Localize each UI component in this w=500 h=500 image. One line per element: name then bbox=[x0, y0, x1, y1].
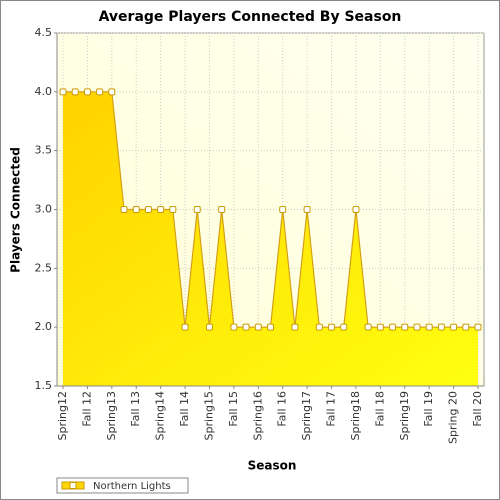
x-tick-label: Spring14 bbox=[154, 391, 167, 441]
marker bbox=[71, 88, 79, 96]
x-tick-label: Spring18 bbox=[349, 391, 362, 441]
x-tick-label: Spring16 bbox=[251, 391, 264, 441]
y-axis-title: Players Connected bbox=[9, 147, 23, 273]
marker bbox=[340, 323, 348, 331]
x-tick-label: Fall 15 bbox=[227, 391, 240, 427]
x-tick-label: Spring19 bbox=[398, 391, 411, 441]
x-tick-label: Fall 20 bbox=[471, 391, 484, 427]
legend-label: Northern Lights bbox=[93, 481, 171, 492]
y-tick-label: 2.0 bbox=[35, 320, 53, 333]
marker bbox=[303, 206, 311, 213]
y-tick-label: 3.5 bbox=[35, 144, 53, 157]
marker bbox=[413, 323, 421, 331]
marker bbox=[144, 206, 152, 213]
y-tick-label: 4.0 bbox=[35, 85, 53, 98]
marker bbox=[181, 323, 189, 331]
marker bbox=[425, 323, 433, 331]
marker bbox=[401, 323, 409, 331]
marker bbox=[218, 206, 226, 213]
area bbox=[63, 91, 478, 386]
marker bbox=[157, 206, 165, 213]
y-tick-label: 3.0 bbox=[35, 203, 53, 216]
marker bbox=[132, 206, 140, 213]
marker bbox=[59, 88, 67, 96]
x-tick-label: Fall 14 bbox=[178, 391, 191, 427]
x-tick-label: Spring13 bbox=[105, 391, 118, 441]
x-tick-label: Fall 17 bbox=[325, 391, 338, 427]
marker bbox=[254, 323, 262, 331]
y-tick-label: 1.5 bbox=[35, 379, 53, 392]
marker bbox=[315, 323, 323, 331]
marker bbox=[437, 323, 445, 331]
marker bbox=[474, 323, 482, 331]
y-tick-label: 2.5 bbox=[35, 261, 53, 274]
marker bbox=[376, 323, 384, 331]
marker bbox=[352, 206, 360, 213]
x-tick-label: Spring15 bbox=[202, 391, 215, 441]
x-tick-label: Fall 18 bbox=[373, 391, 386, 427]
marker bbox=[230, 323, 238, 331]
x-tick-label: Spring 20 bbox=[447, 391, 460, 444]
x-tick-label: Fall 13 bbox=[129, 391, 142, 427]
marker bbox=[267, 323, 274, 331]
marker bbox=[242, 323, 250, 331]
marker bbox=[462, 323, 470, 331]
marker bbox=[389, 323, 397, 331]
marker bbox=[120, 206, 128, 213]
marker bbox=[96, 88, 104, 96]
x-tick-label: Spring17 bbox=[300, 391, 313, 441]
x-tick-label: Spring12 bbox=[56, 391, 69, 441]
marker bbox=[205, 323, 213, 331]
marker bbox=[169, 206, 177, 213]
x-tick-label: Fall 16 bbox=[276, 391, 289, 427]
marker bbox=[328, 323, 336, 331]
x-tick-label: Fall 19 bbox=[422, 391, 435, 427]
marker bbox=[291, 323, 299, 331]
legend-marker bbox=[69, 482, 77, 489]
marker bbox=[279, 206, 287, 213]
marker bbox=[83, 88, 91, 96]
x-axis-title: Season bbox=[248, 459, 297, 473]
marker bbox=[364, 323, 372, 331]
y-tick-label: 4.5 bbox=[35, 26, 53, 39]
chart-title: Average Players Connected By Season bbox=[99, 9, 402, 25]
marker bbox=[108, 88, 116, 96]
x-tick-label: Fall 12 bbox=[80, 391, 93, 427]
marker bbox=[450, 323, 458, 331]
legend bbox=[56, 477, 189, 494]
marker bbox=[193, 206, 201, 213]
